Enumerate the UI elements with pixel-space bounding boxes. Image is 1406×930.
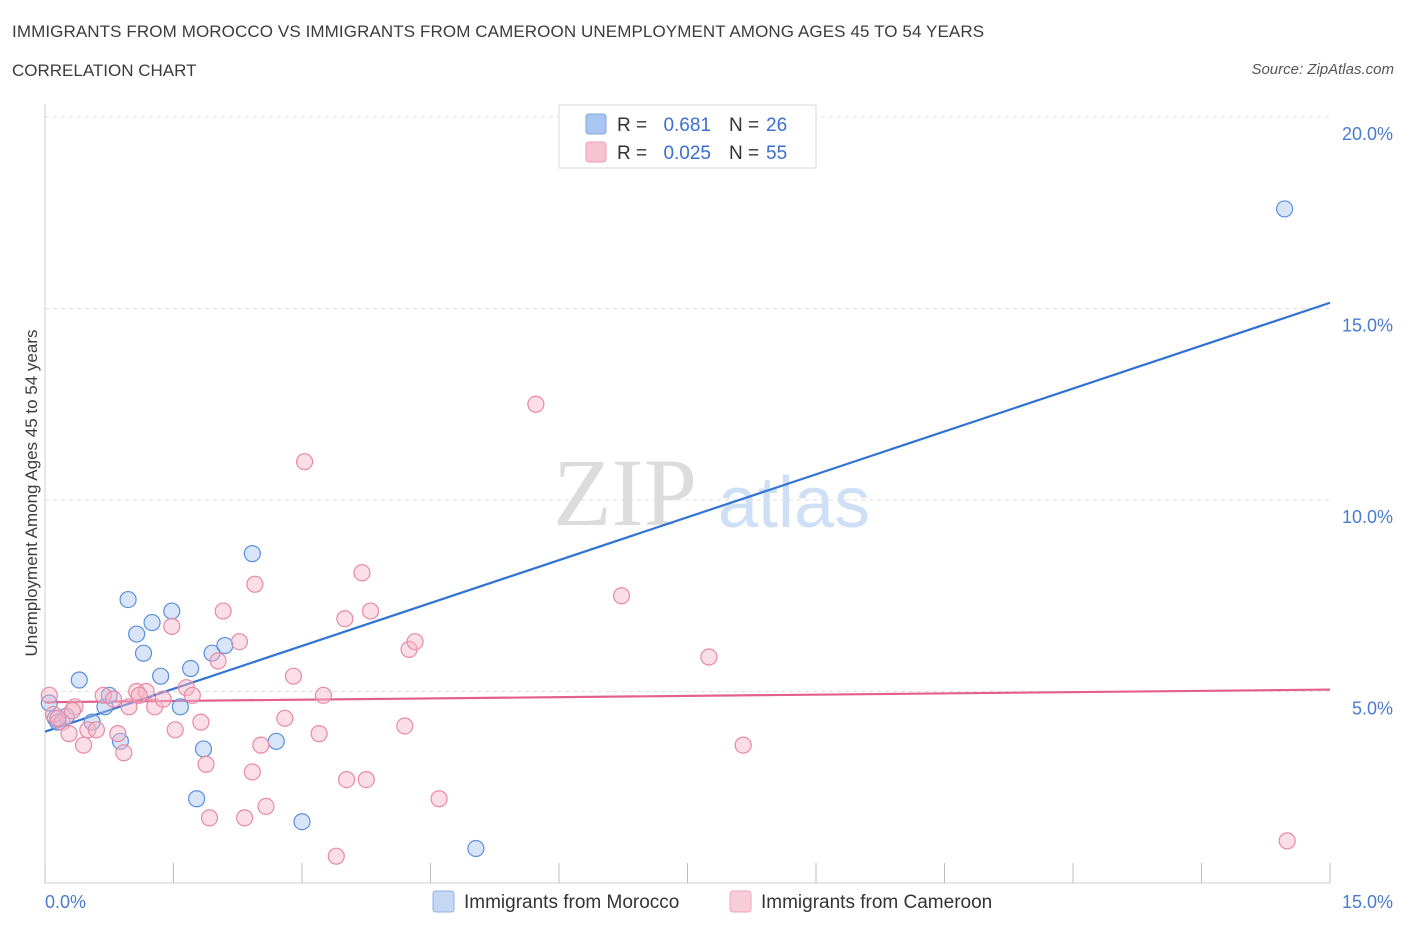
point-cameroon-51 [1278,832,1296,850]
point-cameroon-21 [192,713,210,731]
point-cameroon-22 [197,755,215,773]
y-tick-label-1: 10.0% [1342,507,1393,527]
point-cameroon-35 [310,725,328,743]
legend-r-label-cameroon: R = [617,143,647,164]
point-cameroon-28 [243,763,261,781]
trend-line-morocco [44,301,1331,733]
point-cameroon-45 [406,633,424,651]
trend-line-cameroon [44,688,1331,704]
point-cameroon-36 [314,686,333,704]
point-cameroon-31 [257,797,275,816]
chart-subtitle: CORRELATION CHART [12,61,197,80]
point-cameroon-17 [163,617,181,635]
legend-r-label-morocco: R = [617,115,647,136]
point-cameroon-41 [357,770,375,789]
point-cameroon-40 [353,564,371,582]
point-morocco-24 [1275,200,1294,218]
point-morocco-8 [119,590,137,609]
point-cameroon-9 [104,690,123,708]
legend-n-value-cameroon: 55 [766,143,787,164]
point-morocco-18 [216,636,234,655]
point-morocco-23 [467,839,485,858]
point-cameroon-33 [284,667,303,685]
series-legend: Immigrants from Morocco Immigrants from … [432,890,992,913]
point-cameroon-27 [236,809,254,827]
legend-swatch-cameroon [585,141,607,163]
point-morocco-15 [182,659,200,678]
point-cameroon-49 [700,648,718,666]
y-axis-title: Unemployment Among Ages 45 to 54 years [22,330,41,657]
point-morocco-12 [152,667,170,685]
data-points [40,200,1296,865]
point-cameroon-46 [430,790,448,808]
point-morocco-13 [163,602,181,620]
point-cameroon-48 [612,587,631,605]
point-cameroon-37 [327,847,345,865]
point-morocco-21 [267,732,285,750]
point-morocco-11 [143,613,161,632]
point-morocco-16 [194,740,213,758]
stats-legend: R = 0.681 N = 26 R = 0.025 N = 55 [558,104,817,169]
point-cameroon-7 [87,721,106,739]
point-cameroon-24 [209,652,227,670]
gridlines [45,116,1330,692]
point-cameroon-43 [396,717,414,735]
legend-swatch-morocco [585,113,607,135]
axes [44,104,1331,884]
chart-title: IMMIGRANTS FROM MOROCCO VS IMMIGRANTS FR… [12,22,985,41]
y-tick-label-3: 20.0% [1342,124,1393,144]
point-cameroon-50 [734,736,752,754]
point-cameroon-39 [337,770,356,789]
point-morocco-19 [188,790,206,808]
point-cameroon-18 [166,721,184,739]
y-tick-label-0: 5.0% [1352,699,1393,719]
watermark-zip: ZIP [553,439,697,546]
point-cameroon-12 [120,698,138,716]
bottom-legend-swatch-morocco [432,890,455,913]
tick-labels: 5.0% 10.0% 15.0% 20.0% 0.0% 15.0% [45,124,1393,912]
point-cameroon-53 [130,686,148,704]
point-cameroon-26 [230,633,249,651]
x-tick-label-1: 15.0% [1342,892,1393,912]
point-cameroon-54 [63,702,82,720]
point-cameroon-3 [60,725,78,743]
watermark-atlas: atlas [718,463,870,543]
point-cameroon-25 [214,602,232,620]
point-cameroon-29 [246,575,264,593]
point-cameroon-52 [49,709,67,727]
point-cameroon-0 [40,686,58,704]
bottom-legend-label-cameroon: Immigrants from Cameroon [761,892,992,913]
point-morocco-10 [134,644,153,662]
point-morocco-3 [70,671,88,689]
point-morocco-20 [243,545,261,563]
point-cameroon-34 [295,453,314,471]
point-cameroon-5 [74,736,93,754]
point-morocco-22 [293,813,311,831]
point-cameroon-23 [200,809,219,827]
point-cameroon-38 [336,610,354,628]
legend-r-value-morocco: 0.681 [663,115,711,136]
point-cameroon-30 [252,736,270,754]
point-morocco-9 [128,625,146,643]
x-tick-label-0: 0.0% [45,892,86,912]
point-cameroon-10 [109,725,127,743]
legend-n-value-morocco: 26 [766,115,787,136]
legend-n-label-morocco: N = [729,115,759,136]
y-tick-label-2: 15.0% [1342,316,1393,336]
point-cameroon-11 [115,744,133,762]
point-cameroon-20 [183,686,201,704]
trend-lines [44,301,1331,733]
point-cameroon-32 [276,709,294,727]
point-cameroon-42 [361,602,380,620]
bottom-legend-swatch-cameroon [729,890,752,913]
point-cameroon-16 [154,690,172,708]
source-label: Source: ZipAtlas.com [1251,61,1394,78]
point-cameroon-8 [94,686,112,704]
legend-n-label-cameroon: N = [729,143,759,164]
legend-r-value-cameroon: 0.025 [663,143,711,164]
point-morocco-14 [171,698,189,716]
point-cameroon-47 [527,395,545,413]
bottom-legend-label-morocco: Immigrants from Morocco [464,892,679,913]
